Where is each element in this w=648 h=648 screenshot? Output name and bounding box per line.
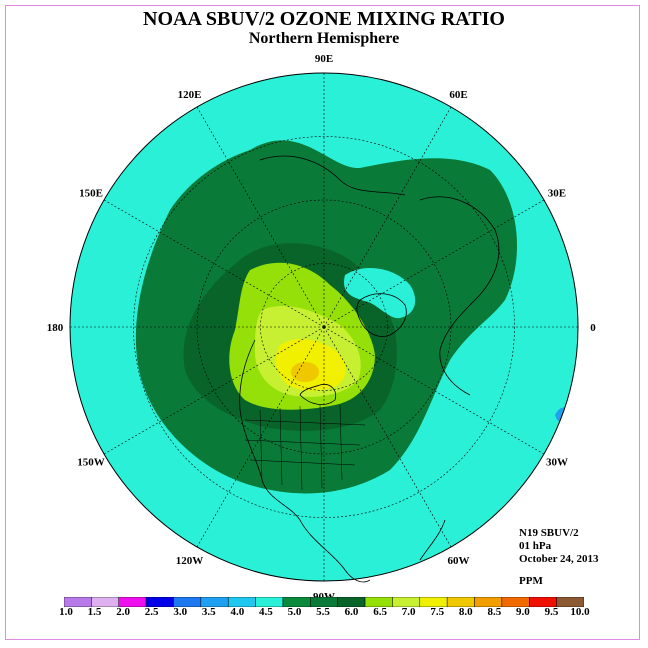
low-ozone-notch	[344, 267, 416, 319]
page-frame	[5, 5, 640, 640]
longitude-label: 150E	[79, 188, 103, 200]
colorbar-tick-label: 1.0	[59, 606, 73, 618]
colorbar-tick-label: 1.5	[87, 606, 102, 618]
pressure-level-label: 01 hPa	[519, 540, 552, 552]
longitude-label: 150W	[77, 457, 105, 469]
colorbar-tick-label: 7.5	[430, 606, 445, 618]
greenland-coast	[356, 293, 407, 337]
north-america-coast	[239, 339, 371, 583]
longitude-label: 30W	[546, 457, 568, 469]
units-label: PPM	[519, 575, 543, 587]
hemisphere-outline	[69, 72, 579, 582]
colorbar-tick-label: 3.0	[173, 606, 188, 618]
colorbar	[64, 597, 584, 607]
coastlines	[239, 155, 500, 583]
longitude-label: 120E	[178, 89, 202, 101]
colorbar-tick-label: 9.0	[516, 606, 530, 618]
longitude-label: 90E	[315, 53, 333, 65]
longitude-label: 180	[47, 322, 64, 334]
colorbar-tick-label: 6.5	[373, 606, 387, 618]
longitude-label: 60W	[448, 555, 470, 567]
colorbar-tick-label: 10.0	[570, 606, 590, 618]
longitude-label: 120W	[176, 555, 204, 567]
south-america-coast	[419, 519, 446, 561]
colorbar-tick-label: 5.5	[316, 606, 330, 618]
us-state-grid	[244, 404, 366, 491]
colorbar-tick-label: 4.5	[259, 606, 273, 618]
colorbar-tick-label: 3.5	[201, 606, 216, 618]
colorbar-tick-label: 9.5	[544, 606, 559, 618]
longitude-label: 0	[590, 322, 596, 334]
colorbar-tick-label: 8.0	[458, 606, 473, 618]
colorbar-tick-label: 7.0	[401, 606, 416, 618]
colorbar-tick-label: 6.0	[344, 606, 359, 618]
page-subtitle: Northern Hemisphere	[248, 30, 400, 47]
hudson-bay	[299, 383, 337, 405]
date-label: October 24, 2013	[519, 553, 599, 565]
ozone-band-7.5-8.0	[291, 362, 319, 382]
colorbar-tick-label: 2.5	[144, 606, 159, 618]
page-title: NOAA SBUV/2 OZONE MIXING RATIO	[143, 8, 505, 30]
longitude-label: 60E	[449, 89, 467, 101]
colorbar-tick-label: 8.5	[487, 606, 502, 618]
colorbar-swatch	[556, 597, 584, 607]
colorbar-tick-label: 2.0	[116, 606, 130, 618]
longitude-label: 30E	[548, 188, 566, 200]
instrument-label: N19 SBUV/2	[519, 527, 579, 539]
siberia-coast	[259, 155, 406, 196]
eurasia-coast	[419, 196, 500, 396]
colorbar-tick-label: 4.0	[230, 606, 245, 618]
colorbar-tick-label: 5.0	[287, 606, 302, 618]
